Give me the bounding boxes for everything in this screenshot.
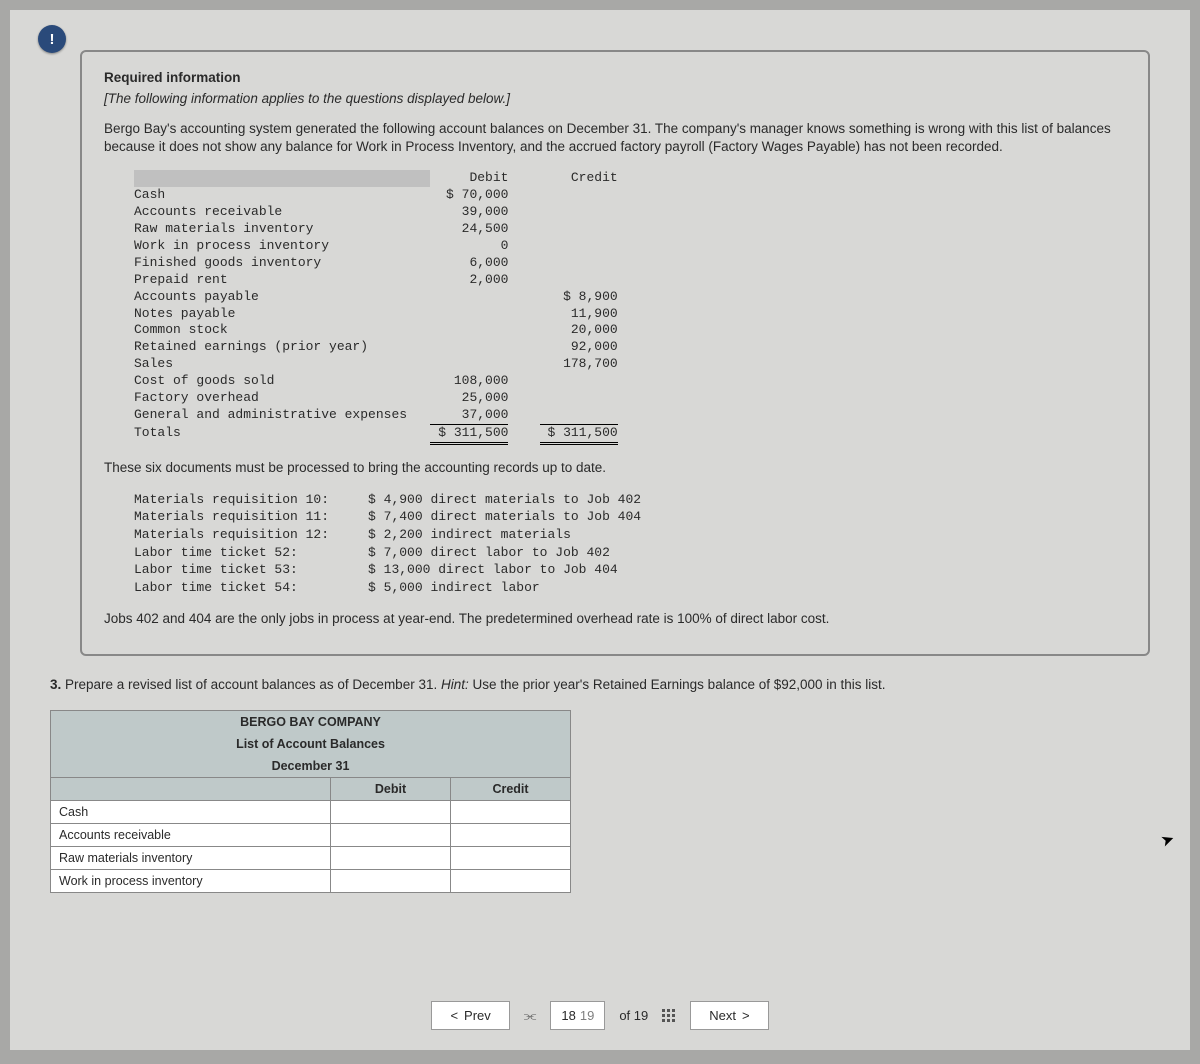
link-icon: ⫘ [524,1007,537,1024]
answer-date: December 31 [51,755,571,778]
credit-input-cell[interactable] [451,869,571,892]
table-row: Cash [51,800,571,823]
account-select-cell[interactable]: Accounts receivable [51,823,331,846]
documents-list: Materials requisition 10: $ 4,900 direct… [134,491,1126,596]
answer-company: BERGO BAY COMPANY [51,710,571,733]
account-select-cell[interactable]: Work in process inventory [51,869,331,892]
page-num-b: 19 [580,1008,594,1023]
page-num-a: 18 [561,1008,575,1023]
applies-note: [The following information applies to th… [104,91,1126,106]
page: ! Required information [The following in… [10,10,1190,1050]
account-select-cell[interactable]: Raw materials inventory [51,846,331,869]
required-info-title: Required information [104,70,1126,85]
alert-badge: ! [38,25,66,53]
account-select-cell[interactable]: Cash [51,800,331,823]
documents-outro: Jobs 402 and 404 are the only jobs in pr… [104,610,1126,628]
q3-text: Prepare a revised list of account balanc… [61,677,441,692]
question-3: 3. Prepare a revised list of account bal… [50,676,1150,694]
nav-bar: < Prev ⫘ 18 19 of 19 Next > [10,1001,1190,1030]
answer-table: BERGO BAY COMPANY List of Account Balanc… [50,710,571,893]
required-info-box: Required information [The following info… [80,50,1150,656]
q3-hint-label: Hint: [441,677,469,692]
trial-balance-table: Debit Credit Cash $ 70,000 Accounts rece… [134,170,1126,444]
prev-button[interactable]: < Prev [431,1001,509,1030]
cursor-icon: ➤ [1158,828,1177,851]
answer-col-credit: Credit [451,777,571,800]
debit-input-cell[interactable] [331,800,451,823]
page-number-box[interactable]: 18 19 [550,1001,605,1030]
answer-table-wrap: BERGO BAY COMPANY List of Account Balanc… [50,710,1150,893]
q3-number: 3. [50,677,61,692]
next-label: Next [709,1008,736,1023]
credit-input-cell[interactable] [451,800,571,823]
next-button[interactable]: Next > [690,1001,768,1030]
chevron-left-icon: < [450,1008,458,1023]
debit-input-cell[interactable] [331,869,451,892]
credit-input-cell[interactable] [451,823,571,846]
intro-paragraph: Bergo Bay's accounting system generated … [104,120,1126,156]
debit-input-cell[interactable] [331,846,451,869]
prev-label: Prev [464,1008,491,1023]
table-row: Raw materials inventory [51,846,571,869]
page-of-label: of 19 [619,1008,648,1023]
q3-hint-text: Use the prior year's Retained Earnings b… [469,677,886,692]
debit-input-cell[interactable] [331,823,451,846]
answer-subtitle: List of Account Balances [51,733,571,755]
credit-input-cell[interactable] [451,846,571,869]
answer-col-debit: Debit [331,777,451,800]
documents-intro: These six documents must be processed to… [104,459,1126,477]
grid-icon[interactable] [662,1009,676,1023]
table-row: Work in process inventory [51,869,571,892]
chevron-right-icon: > [742,1008,750,1023]
table-row: Accounts receivable [51,823,571,846]
